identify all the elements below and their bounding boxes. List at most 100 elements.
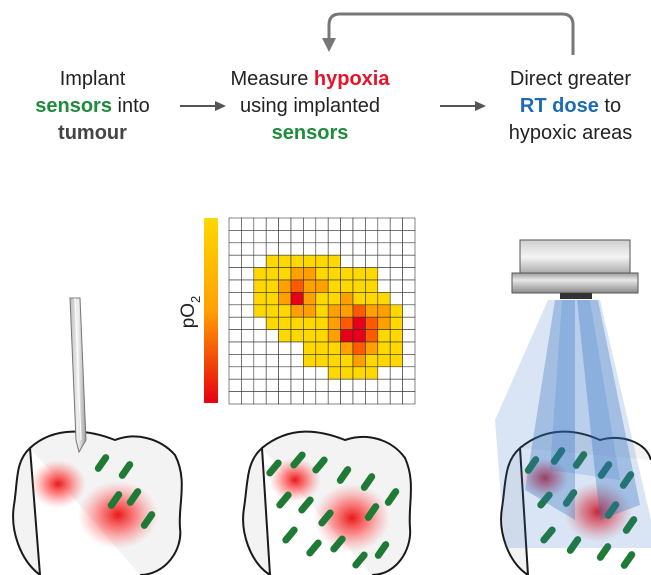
heatmap-cell — [278, 391, 292, 405]
heatmap-cell — [241, 217, 255, 231]
heatmap-cell — [253, 366, 267, 380]
heatmap-cell — [303, 366, 317, 380]
heatmap-cell — [389, 217, 403, 231]
heatmap-cell — [253, 279, 267, 293]
hypoxic-hotspot — [269, 458, 321, 502]
heatmap-cell — [303, 217, 317, 231]
step-text-line: RT dose to — [490, 93, 651, 120]
heatmap-cell — [402, 230, 416, 244]
heatmap-cell — [402, 304, 416, 318]
heatmap-cell — [265, 230, 279, 244]
heatmap-cell — [253, 267, 267, 281]
step-text: Direct greater — [509, 68, 632, 90]
heatmap-cell — [327, 329, 341, 343]
step-text-line: Measure hypoxia — [205, 66, 415, 93]
heatmap-cell — [352, 304, 366, 318]
heatmap-cell — [241, 230, 255, 244]
heatmap-cell — [278, 230, 292, 244]
heatmap-cell — [327, 267, 341, 281]
heatmap-cell — [352, 378, 366, 392]
heatmap-cell — [278, 267, 292, 281]
heatmap-cell — [278, 304, 292, 318]
heatmap-cell — [265, 354, 279, 368]
heatmap-cell — [278, 217, 292, 231]
heatmap-cell — [315, 242, 329, 256]
heatmap-cell — [377, 378, 391, 392]
heatmap-cell — [290, 378, 304, 392]
sensor — [94, 454, 110, 472]
sensor — [524, 456, 540, 474]
heatmap-cell — [389, 391, 403, 405]
sensor — [537, 491, 553, 509]
sensor — [266, 459, 282, 477]
radiation-beams — [495, 300, 651, 548]
heatmap-cell — [402, 341, 416, 355]
heatmap-cell — [340, 391, 354, 405]
heatmap-cell — [352, 341, 366, 355]
heatmap-cell — [303, 378, 317, 392]
heatmap-cell — [365, 366, 379, 380]
sensor — [374, 541, 390, 559]
heatmap-cell — [315, 254, 329, 268]
sensor — [298, 496, 314, 514]
heatmap-cell — [402, 378, 416, 392]
step-text: into — [111, 95, 150, 117]
sensor — [566, 536, 582, 554]
heatmap-cell — [377, 341, 391, 355]
heatmap-cell — [290, 316, 304, 330]
heatmap-cell — [352, 267, 366, 281]
heatmap-cell — [389, 230, 403, 244]
heatmap-cell — [228, 230, 242, 244]
heatmap-cell — [228, 217, 242, 231]
heatmap-cell — [340, 242, 354, 256]
heatmap-cell — [365, 329, 379, 343]
sensor — [597, 461, 613, 479]
heatmap-cell — [228, 292, 242, 306]
sensor — [140, 511, 156, 529]
heatmap-cell — [389, 279, 403, 293]
step-text: Implant — [59, 68, 126, 90]
heatmap-cell — [303, 341, 317, 355]
sensor — [330, 535, 346, 553]
heatmap-cell — [352, 391, 366, 405]
heatmap-cell — [253, 354, 267, 368]
heatmap-cell — [389, 341, 403, 355]
hypoxic-hotspot — [78, 481, 158, 549]
heatmap-cell — [241, 341, 255, 355]
heatmap-cell — [253, 304, 267, 318]
step-text-line: hypoxic areas — [490, 120, 651, 147]
heatmap-cell — [365, 279, 379, 293]
arrow-step2-to-step3 — [440, 101, 486, 111]
sensor — [290, 451, 306, 469]
sensor — [352, 551, 368, 569]
heatmap-cell — [352, 292, 366, 306]
sensor — [282, 526, 298, 544]
tumour-panel-radiotherapy — [495, 239, 651, 575]
implant-needle — [69, 297, 87, 454]
heatmap-cell — [253, 230, 267, 244]
heatmap-cell — [278, 354, 292, 368]
heatmap-cell — [253, 316, 267, 330]
heatmap-cell — [377, 391, 391, 405]
heatmap-cell — [265, 329, 279, 343]
heatmap-cell — [315, 329, 329, 343]
sensor — [596, 543, 612, 561]
step-text-line: Direct greater — [490, 66, 651, 93]
heatmap-cell — [402, 354, 416, 368]
heatmap-cell — [389, 329, 403, 343]
heatmap-cell — [352, 217, 366, 231]
heatmap-cell — [303, 329, 317, 343]
heatmap-cell — [352, 279, 366, 293]
heatmap-cell — [327, 242, 341, 256]
heatmap-cell — [327, 292, 341, 306]
step-highlight-green: sensors — [271, 122, 349, 144]
heatmap-cell — [389, 304, 403, 318]
step-1-text: Implant sensors into tumour — [20, 66, 165, 147]
heatmap-cell — [377, 292, 391, 306]
heatmap-cell — [340, 254, 354, 268]
heatmap-cell — [389, 254, 403, 268]
hypoxic-hotspot — [30, 460, 86, 508]
heatmap-cell — [241, 292, 255, 306]
heatmap-cell — [290, 217, 304, 231]
heatmap-cell — [365, 267, 379, 281]
